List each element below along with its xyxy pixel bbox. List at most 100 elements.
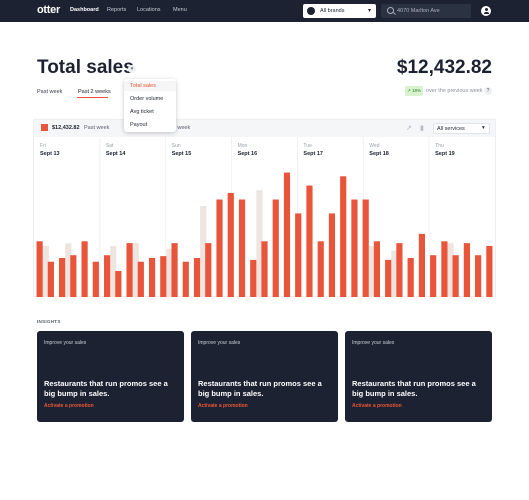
prior-period-bar xyxy=(368,245,375,297)
day-of-week-label: Sat xyxy=(106,143,114,149)
sales-bar xyxy=(351,199,358,297)
sales-bar xyxy=(115,271,122,297)
date-label: Sept 17 xyxy=(303,151,323,157)
menu-item-total-sales[interactable]: Total sales xyxy=(130,83,156,89)
activate-promotion-link[interactable]: Activate a promotion xyxy=(198,403,248,409)
services-select-value: All services xyxy=(437,126,465,132)
nav-menu[interactable]: Menu xyxy=(173,7,187,13)
legend-label: Past week xyxy=(84,125,110,131)
sales-bar xyxy=(36,241,43,297)
card-kicker: Improve your sales xyxy=(352,340,395,346)
tab-past-2-weeks[interactable]: Past 2 weeks xyxy=(78,89,111,95)
sales-bar xyxy=(373,241,381,297)
growth-arrow-icon: ↗ xyxy=(406,88,411,93)
sales-bar xyxy=(205,243,212,297)
sales-bar xyxy=(441,241,448,297)
sales-bar xyxy=(475,255,482,297)
day-of-week-label: Sun xyxy=(172,143,181,149)
sales-bar xyxy=(295,213,302,297)
nav-locations[interactable]: Locations xyxy=(137,7,161,13)
prior-period-bar xyxy=(132,243,139,297)
brand-select[interactable]: All brands ▾ xyxy=(303,4,376,18)
brand-select-value: All brands xyxy=(320,8,345,14)
sales-bar-chart: Fri Sept 13 Sat Sept 14 Sun Sept 15 Mon Sept 16… xyxy=(36,137,493,297)
prior-period-bar xyxy=(391,250,398,297)
bar-chart-icon[interactable]: ▮ xyxy=(420,125,424,132)
sales-bar xyxy=(385,259,392,297)
location-search-input[interactable]: 4070 Marlton Ave xyxy=(381,4,471,18)
sales-bar xyxy=(418,233,425,297)
sales-bar xyxy=(430,255,437,297)
date-label: Sept 15 xyxy=(172,151,192,157)
line-chart-icon[interactable]: ↗ xyxy=(406,125,412,132)
menu-item-payout[interactable]: Payout xyxy=(130,122,148,128)
growth-badge-value: 18% xyxy=(412,88,422,93)
activate-promotion-link[interactable]: Activate a promotion xyxy=(44,403,94,409)
services-select[interactable]: All services ▾ xyxy=(433,123,490,134)
sales-bar xyxy=(216,199,223,297)
insights-label: INSIGHTS xyxy=(37,319,61,324)
metric-dropdown-menu: Total sales Order volume Avg ticket Payo… xyxy=(124,79,176,132)
legend-swatch xyxy=(41,124,48,131)
prior-period-bar xyxy=(42,245,49,297)
location-address: 4070 Marlton Ave xyxy=(397,8,440,14)
menu-item-order-volume[interactable]: Order volume xyxy=(130,96,164,102)
sales-bar xyxy=(261,241,268,297)
sales-bar xyxy=(137,261,144,297)
sales-bar xyxy=(193,258,201,297)
insight-card: Improve your sales Restaurants that run … xyxy=(345,331,492,422)
prior-period-bar xyxy=(65,243,72,297)
search-icon xyxy=(387,7,394,14)
sales-bar xyxy=(92,261,99,297)
total-sales-value: $12,432.82 xyxy=(396,57,492,78)
card-headline: Restaurants that run promos see a big bu… xyxy=(44,379,168,398)
sales-bar xyxy=(362,199,369,297)
prior-period-bar xyxy=(256,190,263,297)
metric-dropdown-chevron-icon[interactable]: ▾ xyxy=(128,65,136,73)
day-of-week-label: Thu xyxy=(435,143,444,149)
sales-bar xyxy=(59,258,66,297)
sales-bar xyxy=(407,258,414,297)
date-label: Sept 19 xyxy=(435,151,455,157)
sales-bar xyxy=(126,243,133,297)
date-label: Sept 18 xyxy=(369,151,389,157)
growth-badge: ↗ 18% xyxy=(405,86,423,96)
nav-reports[interactable]: Reports xyxy=(107,7,127,13)
sales-bar xyxy=(317,241,324,297)
prior-period-bar xyxy=(200,206,207,297)
sales-bar xyxy=(463,243,470,297)
chevron-down-icon: ▾ xyxy=(368,8,372,14)
top-navigation: otter Dashboard Reports Locations Menu A… xyxy=(0,0,529,22)
user-avatar-icon[interactable] xyxy=(481,6,491,16)
sales-bar xyxy=(486,245,493,297)
legend-label-2: r week xyxy=(174,125,191,131)
sales-chart-panel: $12,432.82 Past week r week ↗ ▮ All serv… xyxy=(33,119,496,297)
sales-bar xyxy=(47,261,54,297)
sales-bar xyxy=(148,258,156,297)
brand-logo-icon xyxy=(307,7,315,15)
activate-promotion-link[interactable]: Activate a promotion xyxy=(352,403,402,409)
sales-bar xyxy=(328,213,336,297)
sales-bar xyxy=(396,243,403,297)
sales-bar xyxy=(238,199,246,297)
comparison-text: over the previous week xyxy=(426,88,483,94)
menu-item-avg-ticket[interactable]: Avg ticket xyxy=(130,109,154,115)
nav-dashboard[interactable]: Dashboard xyxy=(70,7,99,13)
sales-bar xyxy=(272,199,279,297)
otter-logo[interactable]: otter xyxy=(37,4,60,16)
tab-past-week[interactable]: Past week xyxy=(37,89,63,95)
chart-header: $12,432.82 Past week r week ↗ ▮ All serv… xyxy=(34,120,495,137)
sales-bar xyxy=(70,255,77,297)
help-icon[interactable]: ? xyxy=(484,87,492,95)
card-headline: Restaurants that run promos see a big bu… xyxy=(352,379,476,398)
day-of-week-label: Mon xyxy=(238,143,248,149)
card-headline: Restaurants that run promos see a big bu… xyxy=(198,379,322,398)
day-of-week-label: Fri xyxy=(40,143,46,149)
active-tab-indicator xyxy=(77,97,108,98)
prior-period-bar xyxy=(110,245,117,297)
sales-bar xyxy=(452,255,459,297)
card-kicker: Improve your sales xyxy=(198,340,241,346)
legend-value: $12,432.82 xyxy=(52,125,80,131)
date-label: Sept 13 xyxy=(40,151,60,157)
insight-card: Improve your sales Restaurants that run … xyxy=(191,331,338,422)
